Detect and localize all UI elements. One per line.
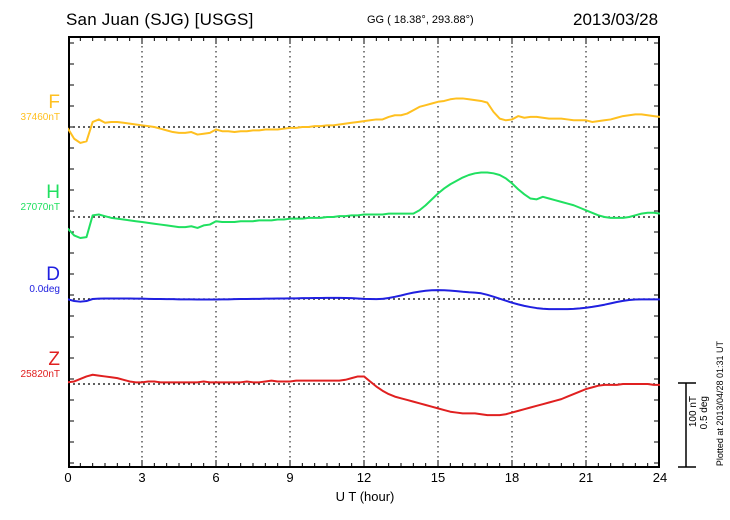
magnetogram-traces: [68, 36, 660, 468]
component-baseline-d: 0.0deg: [29, 284, 60, 295]
x-tick-label-24: 24: [652, 470, 668, 485]
x-tick-label-6: 6: [212, 470, 220, 485]
x-axis-tick-labels: 0 3 6 9 12 15 18 21 24: [0, 470, 730, 488]
observation-date: 2013/03/28: [573, 10, 659, 29]
x-axis-title: U T (hour): [335, 489, 395, 504]
scale-bar: [678, 382, 696, 468]
x-tick-label-9: 9: [286, 470, 294, 485]
component-letter-f: F: [48, 92, 60, 113]
scale-bar-label-nt: 100 nT: [688, 396, 699, 428]
station-title: San Juan (SJG) [USGS]: [66, 10, 254, 29]
x-tick-label-12: 12: [356, 470, 372, 485]
geographic-coordinates: GG ( 18.38°, 293.88°): [367, 14, 474, 26]
x-tick-label-15: 15: [430, 470, 446, 485]
component-baseline-z: 25820nT: [20, 369, 60, 380]
x-tick-label-3: 3: [138, 470, 146, 485]
component-letter-h: H: [46, 182, 60, 203]
component-baseline-f: 37460nT: [20, 112, 60, 123]
component-label-f: F 37460nT: [0, 93, 60, 124]
plot-area: [68, 36, 660, 468]
x-tick-label-21: 21: [578, 470, 594, 485]
scale-bar-label-deg: 0.5 deg: [699, 396, 710, 430]
component-letter-d: D: [46, 264, 60, 285]
x-tick-label-18: 18: [504, 470, 520, 485]
component-label-h: H 27070nT: [0, 183, 60, 214]
component-label-z: Z 25820nT: [0, 350, 60, 381]
x-tick-label-0: 0: [64, 470, 72, 485]
component-letter-z: Z: [48, 349, 60, 370]
component-baseline-h: 27070nT: [20, 202, 60, 213]
plotted-timestamp: Plotted at 2013/04/28 01:31 UT: [715, 341, 725, 467]
component-label-d: D 0.0deg: [0, 265, 60, 296]
